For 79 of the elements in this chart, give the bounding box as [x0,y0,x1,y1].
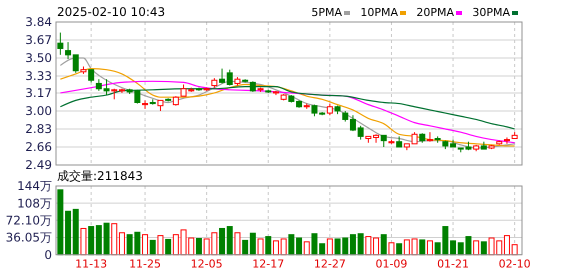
candlestick [72,54,79,74]
bar [72,208,79,256]
bar [211,232,218,256]
bar [419,239,426,256]
bar [473,240,480,256]
y-tick-label: 3.84 [25,15,52,30]
candlestick [226,69,233,86]
x-tick-label: 11-13 [75,258,108,271]
line-series [60,80,516,144]
bar [434,242,441,256]
candlestick [396,136,402,148]
bar [488,238,495,256]
y-tick-label: 3.17 [25,86,52,100]
y-tick-label: 108万 [17,196,52,210]
x-tick-label: 12-05 [190,258,223,271]
y-tick-label: 2.49 [25,158,52,172]
bar [426,240,433,256]
bar [242,240,248,256]
y-tick-label: 3.00 [25,104,52,118]
bar [326,238,333,256]
line-series [60,86,516,130]
chart-title: 2025-02-10 10:43 [57,5,166,19]
x-tick-label: 02-10 [498,258,531,271]
bar [265,236,272,256]
y-tick-label: 0 [44,248,52,262]
bar [304,241,310,256]
y-tick-label: 144万 [17,179,52,194]
candlestick [88,69,94,83]
bar [219,228,226,256]
bar [226,226,233,256]
y-tick-label: 3.33 [25,69,52,84]
y-tick-label: 2.66 [25,140,52,154]
y-tick-label: 2.83 [25,122,52,136]
candlestick [57,32,64,56]
bar [234,232,240,256]
chart-title: 成交量:211843 [57,169,143,183]
bar [258,238,264,256]
candlestick [426,132,433,142]
candlestick [250,80,256,92]
legend-label: 20PMA [416,6,454,19]
bar [134,232,140,256]
bar [480,241,487,256]
bar [157,235,164,256]
bar [380,234,387,256]
bar [396,243,402,256]
candlestick [326,103,333,116]
candlestick [180,84,187,97]
bar [188,238,194,256]
legend-label: 30PMA [472,6,510,19]
legend-label: 10PMA [360,6,398,19]
bar [88,226,94,256]
y-tick-label: 3.67 [25,33,52,48]
x-tick-label: 01-21 [437,258,470,271]
bar [388,242,394,256]
x-tick-label: 01-09 [375,258,408,271]
candlestick [419,132,426,144]
candlestick [134,89,140,104]
candlestick [157,100,164,112]
candlestick [380,134,387,148]
x-tick-label: 12-27 [314,258,346,271]
bar [126,234,133,256]
candlestick [219,68,226,84]
candlestick [172,96,179,106]
candlestick [211,78,218,88]
x-tick-label: 11-25 [129,258,162,271]
bar [204,238,210,256]
candlestick [65,42,72,60]
x-tick-label: 12-17 [252,258,284,271]
legend-label: 5PMA [311,6,342,19]
y-tick-label: 72.10万 [6,214,52,228]
y-tick-label: 3.50 [25,51,52,66]
bar [80,228,86,256]
bar [165,238,172,256]
y-tick-label: 36.05万 [6,230,52,245]
bar [250,232,256,256]
bar [334,238,341,256]
bar [196,238,202,256]
bar [150,240,156,256]
bar [142,234,148,256]
